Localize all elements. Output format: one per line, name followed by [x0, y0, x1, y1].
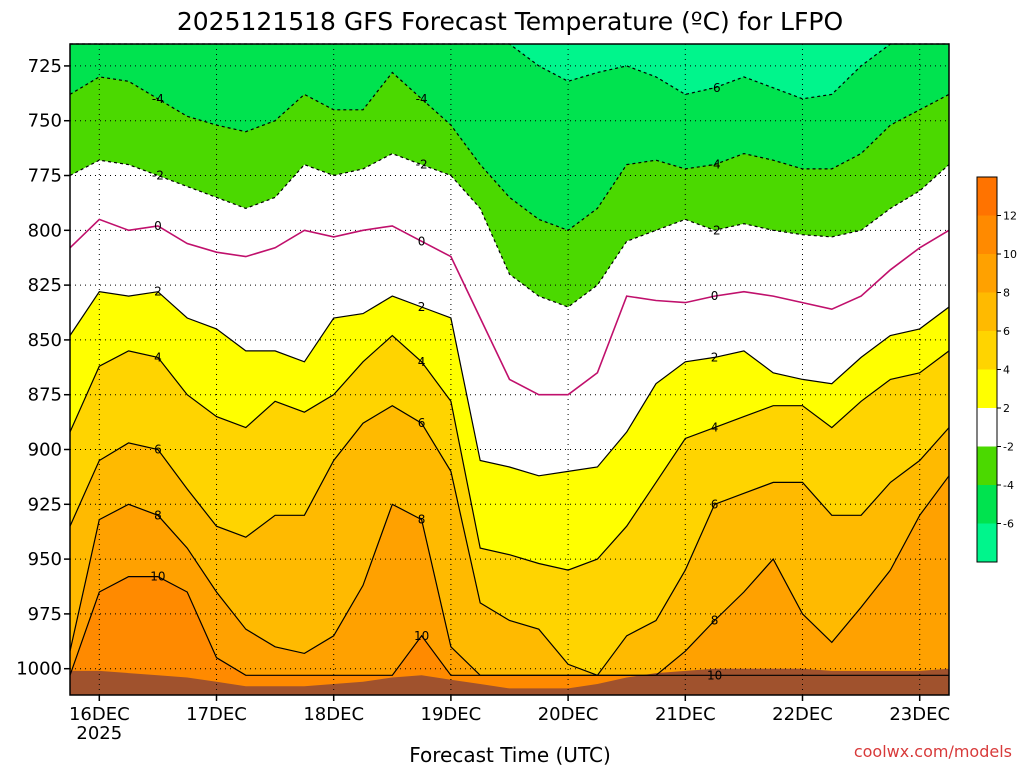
colorbar: 12 10 8 6 4 2 -2 -4 -6: [976, 176, 1017, 563]
isotherm-4: [69, 334, 950, 571]
y-axis: 725 750 775 800 825 850 875 900 925 950 975 1000: [16, 56, 70, 680]
isotherm-label: 6: [154, 443, 162, 457]
isotherm-label: 8: [418, 513, 426, 527]
isotherm-2: [69, 291, 950, 477]
isotherm-0: [69, 218, 950, 396]
x-tick-label: 22DEC: [772, 704, 833, 725]
colorbar-tick-label: -4: [1003, 479, 1014, 492]
isotherm-label: 8: [154, 508, 162, 522]
x-tick-label: 18DEC: [303, 704, 364, 725]
x-tick-label: 19DEC: [421, 704, 482, 725]
chart-title: 2025121518 GFS Forecast Temperature (ºC)…: [177, 7, 843, 36]
colorbar-tick-label: -6: [1003, 518, 1014, 531]
colorbar-tick-label: 8: [1003, 287, 1010, 300]
temperature-fill-layer: [70, 44, 949, 695]
x-axis-label: Forecast Time (UTC): [409, 743, 611, 767]
isotherm-label: 2: [154, 285, 162, 299]
colorbar-tick-label: 4: [1003, 364, 1010, 377]
isotherm-label: 2: [711, 350, 719, 364]
isotherm-label: -4: [709, 158, 721, 172]
y-tick-label: 925: [28, 494, 62, 515]
isotherm-label: 10: [707, 668, 722, 682]
isotherm-label: 0: [711, 289, 719, 303]
y-tick-label: 775: [28, 166, 62, 187]
isotherm-6: [69, 405, 950, 677]
colorbar-tick-label: 10: [1003, 248, 1017, 261]
x-tick-sublabel: 2025: [76, 723, 122, 744]
isotherm-label: -2: [416, 158, 428, 172]
colorbar-segment: [977, 408, 997, 447]
y-tick-label: 975: [28, 604, 62, 625]
colorbar-tick-label: 2: [1003, 402, 1010, 415]
x-tick-label: 17DEC: [186, 704, 247, 725]
x-tick-label: 23DEC: [889, 704, 950, 725]
isotherm-8: [69, 475, 950, 676]
credit-text: coolwx.com/models: [854, 742, 1012, 761]
isotherm-label: -2: [152, 169, 164, 183]
fill-band-below--6: [70, 44, 949, 99]
colorbar-segment: [977, 215, 997, 254]
isotherm--4: [69, 71, 950, 231]
y-tick-label: 850: [28, 330, 62, 351]
isotherm-label: -2: [709, 223, 721, 237]
isotherm-label: 6: [418, 416, 426, 430]
isotherm-label: -4: [416, 92, 428, 106]
y-tick-label: 950: [28, 549, 62, 570]
y-tick-label: 875: [28, 385, 62, 406]
isotherm-label: 0: [154, 219, 162, 233]
y-tick-label: 800: [28, 220, 62, 241]
x-tick-label: 21DEC: [655, 704, 716, 725]
colorbar-segment: [977, 177, 997, 216]
colorbar-segment: [977, 292, 997, 331]
colorbar-segment: [977, 523, 997, 562]
colorbar-segment: [977, 369, 997, 408]
isotherm-label: 2: [418, 300, 426, 314]
isotherm-label: 4: [154, 350, 162, 364]
colorbar-tick-label: 6: [1003, 325, 1010, 338]
isotherm-label: 0: [418, 234, 426, 248]
isotherm-labels: 10 10 10 8 8 8 6 6 6 4 4 4 2 2 2 0 0 0 -2 -2 -2 -4 -4 -4 -6: [150, 81, 722, 682]
isotherm-label: 4: [711, 421, 719, 435]
y-tick-label: 900: [28, 440, 62, 461]
isotherm-label: 6: [711, 497, 719, 511]
gridlines: [70, 44, 949, 695]
isotherm-label: -4: [152, 92, 164, 106]
y-tick-label: 825: [28, 275, 62, 296]
colorbar-segment: [977, 254, 997, 293]
y-tick-label: 725: [28, 56, 62, 77]
colorbar-segment: [977, 331, 997, 370]
isotherm-label: 10: [414, 629, 429, 643]
x-tick-label: 20DEC: [538, 704, 599, 725]
colorbar-tick-label: 12: [1003, 210, 1017, 223]
y-tick-label: 1000: [16, 659, 62, 680]
isotherm--2: [69, 152, 950, 308]
colorbar-segment: [977, 446, 997, 485]
fill-band-below--4: [70, 44, 949, 231]
isotherm-label: 10: [150, 570, 165, 584]
plot-frame: [69, 43, 950, 696]
x-tick-label: 16DEC: [69, 704, 130, 725]
isotherm-label: 4: [418, 355, 426, 369]
isotherm-label: -6: [709, 81, 721, 95]
isotherm-label: 8: [711, 613, 719, 627]
y-tick-label: 750: [28, 111, 62, 132]
colorbar-tick-label: -2: [1003, 441, 1014, 454]
colorbar-segment: [977, 485, 997, 524]
